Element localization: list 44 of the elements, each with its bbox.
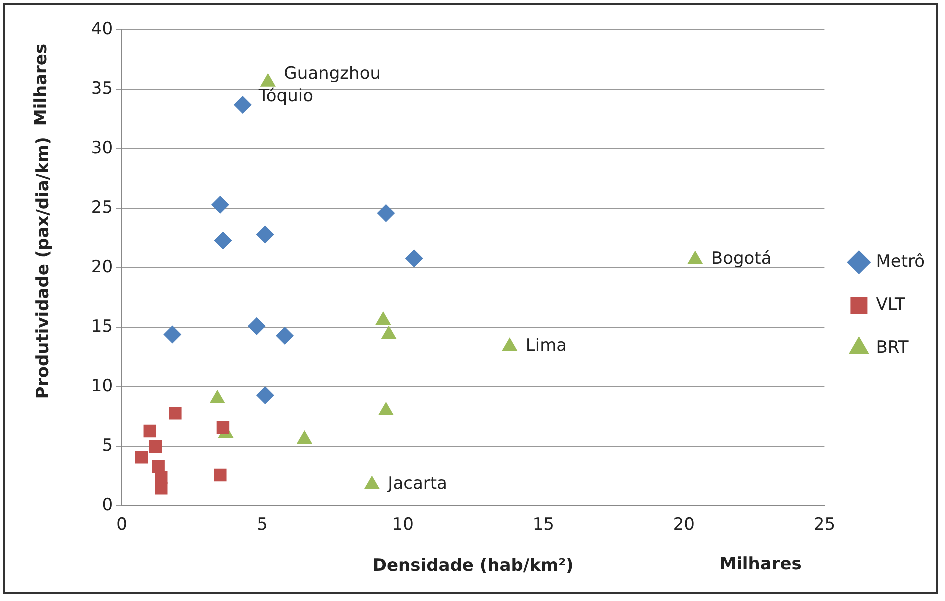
legend-label: VLT — [876, 294, 906, 315]
point — [276, 326, 294, 345]
point — [169, 406, 182, 420]
annotation: Lima — [526, 336, 568, 356]
y-tick-label: 35 — [91, 78, 114, 99]
x-tick-label: 15 — [532, 514, 554, 535]
x-axis-title: Densidade (hab/km²) — [372, 556, 574, 576]
point — [377, 204, 396, 222]
y-tick-label: 5 — [102, 436, 114, 456]
point — [211, 196, 230, 214]
annotation: Jacarta — [387, 474, 448, 494]
annotation: Tóquio — [258, 86, 314, 106]
x-tick-label: 10 — [392, 514, 414, 535]
annotation: Bogotá — [711, 249, 772, 270]
point — [144, 424, 156, 438]
point — [214, 468, 227, 482]
point — [216, 421, 230, 434]
y-axis-title: Produtividade (pax/dia/km) — [34, 137, 54, 400]
y-tick-label: 40 — [91, 19, 114, 40]
point — [256, 226, 274, 244]
x-tick-label: 25 — [814, 514, 836, 535]
y-tick-label: 25 — [91, 198, 114, 218]
text: Milhares — [720, 554, 802, 575]
point — [149, 440, 162, 454]
point — [405, 250, 424, 268]
point — [256, 386, 274, 404]
point — [248, 317, 266, 336]
point — [214, 232, 232, 250]
point — [164, 326, 182, 344]
legend-label: BRT — [876, 338, 910, 358]
x-tick-label: 5 — [257, 514, 268, 535]
point — [135, 451, 148, 464]
text: Milhares — [31, 44, 52, 126]
y-tick-label: 0 — [102, 496, 114, 516]
y-tick-label: 10 — [91, 376, 114, 397]
x-tick-label: 0 — [116, 514, 128, 535]
point — [234, 96, 252, 114]
annotation: Guangzhou — [284, 64, 381, 84]
y-tick-label: 15 — [91, 317, 114, 338]
y-tick-label: 30 — [91, 138, 114, 158]
point — [155, 482, 168, 495]
x-tick-label: 20 — [673, 514, 695, 535]
y-tick-label: 20 — [91, 258, 114, 278]
legend-label: Metrô — [876, 252, 926, 272]
